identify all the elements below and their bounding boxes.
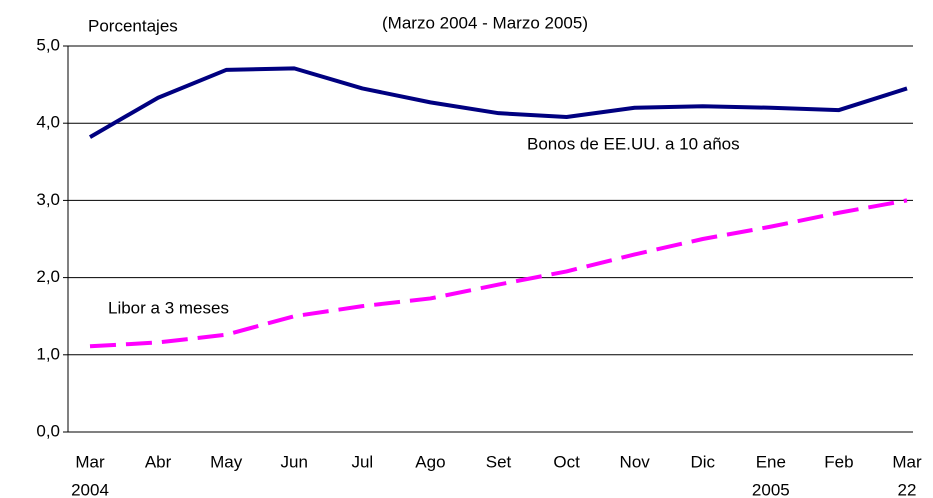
x-tick-label: Ene (756, 452, 786, 471)
y-tick-label: 0,0 (36, 421, 60, 440)
x-tick-label: Abr (145, 452, 172, 471)
series-label: Bonos de EE.UU. a 10 años (527, 134, 740, 153)
y-tick-label: 3,0 (36, 190, 60, 209)
x-tick-label: Jun (281, 452, 308, 471)
series-line (88, 66, 908, 139)
y-axis-label: Porcentajes (88, 16, 178, 35)
x-tick-label: Mar (75, 452, 105, 471)
x-tick-label: Ago (415, 452, 445, 471)
series-label: Libor a 3 meses (108, 298, 229, 317)
chart-subtitle: (Marzo 2004 - Marzo 2005) (382, 13, 588, 32)
y-tick-label: 5,0 (36, 35, 60, 54)
x-tick-sublabel: 22 (898, 480, 917, 498)
x-tick-label: Set (486, 452, 512, 471)
x-tick-sublabel: 2004 (71, 480, 109, 498)
x-tick-label: Feb (824, 452, 853, 471)
x-tick-label: Jul (351, 452, 373, 471)
x-tick-label: Mar (892, 452, 922, 471)
y-tick-label: 4,0 (36, 113, 60, 132)
y-tick-label: 1,0 (36, 344, 60, 363)
x-tick-label: May (210, 452, 243, 471)
y-tick-label: 2,0 (36, 267, 60, 286)
x-tick-label: Nov (620, 452, 651, 471)
x-tick-label: Oct (553, 452, 580, 471)
series-line (89, 198, 908, 349)
x-tick-sublabel: 2005 (752, 480, 790, 498)
x-tick-label: Dic (690, 452, 715, 471)
